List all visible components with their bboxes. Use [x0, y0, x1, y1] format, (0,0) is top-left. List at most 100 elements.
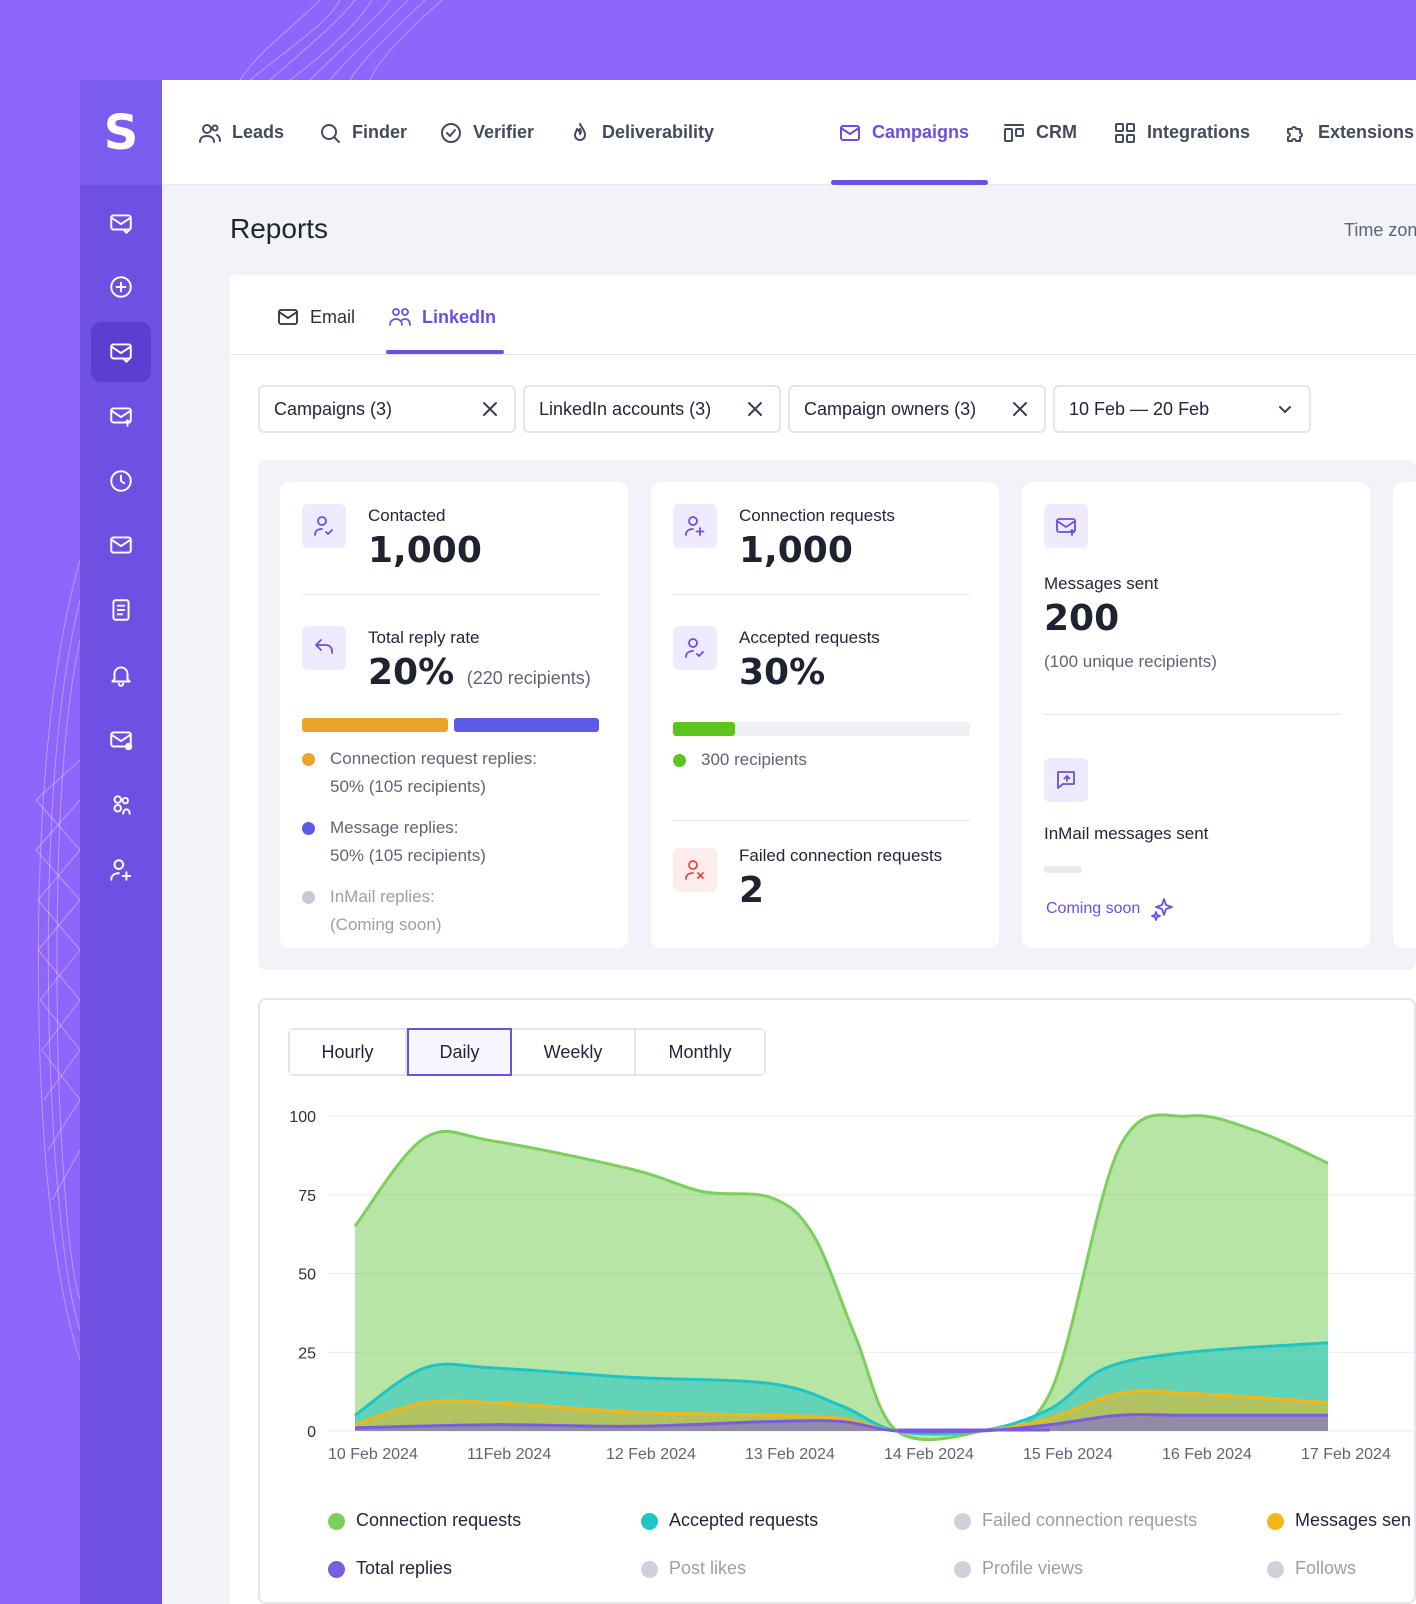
nav-active-indicator — [831, 180, 988, 185]
y-tick-label: 0 — [307, 1424, 316, 1441]
legend-dot — [302, 822, 315, 835]
legend-item-accepted-requests[interactable]: Accepted requests — [641, 1510, 819, 1531]
user-check-icon — [673, 626, 717, 670]
line-total-replies — [354, 1413, 1328, 1434]
activity-area-chart: 0 25 50 75 100 10 Feb 2024 11Feb 2024 12 Feb 20… — [289, 1109, 1416, 1463]
crm-icon — [1004, 123, 1024, 142]
reports-panel: Email LinkedIn Campaigns (3) LinkedIn ac… — [230, 275, 1416, 1604]
line-accepted-requests — [354, 1341, 1329, 1436]
campaign-owners-filter[interactable]: Campaign owners (3) — [788, 385, 1046, 433]
legend-dot — [302, 753, 315, 766]
user-check-icon — [302, 504, 346, 548]
sidebar-clock-icon[interactable] — [91, 451, 151, 511]
top-navigation: Leads Finder Verifier Deliverability Cam… — [162, 80, 1416, 185]
timezone-selector[interactable]: Time zon — [1344, 220, 1416, 240]
sidebar-mail-dot-icon[interactable] — [91, 710, 151, 770]
granularity-toggle: Hourly Daily Weekly Monthly — [288, 1028, 766, 1076]
x-tick-label: 16 Feb 2024 — [1162, 1446, 1252, 1463]
legend-dot — [641, 1513, 658, 1530]
mail-send-icon — [1044, 504, 1088, 548]
y-tick-label: 75 — [298, 1188, 316, 1205]
legend-item-connection-requests[interactable]: Connection requests — [328, 1510, 521, 1531]
legend-label: Profile views — [982, 1558, 1084, 1578]
nav-integrations[interactable]: Integrations — [1113, 80, 1250, 185]
grid-icon — [1115, 122, 1135, 143]
legend-dot — [641, 1561, 658, 1578]
nav-extensions[interactable]: Extensions — [1284, 80, 1414, 185]
granularity-monthly[interactable]: Monthly — [636, 1030, 764, 1074]
y-tick-label: 25 — [298, 1345, 316, 1362]
failed-requests-value: 2 — [739, 870, 765, 911]
legend-item-follows[interactable]: Follows — [1267, 1558, 1356, 1579]
legend-item-failed-connection-requests[interactable]: Failed connection requests — [954, 1510, 1197, 1531]
sidebar: S — [80, 80, 162, 1604]
message-replies-stat: Message replies: 50% (105 recipients) — [302, 814, 486, 870]
nav-verifier[interactable]: Verifier — [439, 80, 534, 185]
linkedin-accounts-filter[interactable]: LinkedIn accounts (3) — [523, 385, 781, 433]
sidebar-team-icon[interactable] — [91, 775, 151, 835]
contacted-value: 1,000 — [368, 530, 482, 571]
granularity-hourly[interactable]: Hourly — [290, 1030, 407, 1074]
campaigns-filter[interactable]: Campaigns (3) — [258, 385, 516, 433]
tab-linkedin[interactable]: LinkedIn — [388, 305, 496, 329]
app-window: S — [80, 80, 1416, 1604]
close-icon[interactable] — [480, 399, 500, 419]
sidebar-user-add-icon[interactable] — [91, 840, 151, 900]
tab-active-indicator — [386, 350, 504, 354]
x-tick-label: 15 Feb 2024 — [1023, 1446, 1113, 1463]
sidebar-mail-send-icon[interactable] — [91, 386, 151, 446]
legend-dot — [673, 754, 686, 767]
nav-finder[interactable]: Finder — [318, 80, 407, 185]
user-add-icon — [673, 504, 717, 548]
sidebar-mail-check-icon[interactable] — [91, 193, 151, 253]
legend-dot — [1267, 1561, 1284, 1578]
sidebar-mail-icon[interactable] — [91, 515, 151, 575]
divider — [1044, 714, 1341, 715]
x-tick-label: 13 Feb 2024 — [745, 1446, 835, 1463]
user-remove-icon — [673, 848, 717, 892]
granularity-daily[interactable]: Daily — [407, 1028, 512, 1076]
close-icon[interactable] — [1010, 399, 1030, 419]
legend-item-post-likes[interactable]: Post likes — [641, 1558, 746, 1579]
contacted-label: Contacted — [368, 506, 446, 525]
date-range-select[interactable]: 10 Feb — 20 Feb — [1053, 385, 1311, 433]
y-tick-label: 100 — [289, 1109, 316, 1126]
nav-campaigns[interactable]: Campaigns — [838, 80, 969, 185]
sidebar-plus-circle-icon[interactable] — [91, 257, 151, 317]
x-tick-label: 14 Feb 2024 — [884, 1446, 974, 1463]
nav-deliverability[interactable]: Deliverability — [568, 80, 714, 185]
legend-item-total-replies[interactable]: Total replies — [328, 1558, 453, 1579]
legend-label: Total replies — [356, 1558, 453, 1578]
stats-section: Contacted 1,000 Total reply rate 20% (22… — [258, 460, 1416, 970]
legend-item-profile-views[interactable]: Profile views — [954, 1558, 1084, 1579]
activity-chart-card: Hourly Daily Weekly Monthly 0 25 50 75 100 10… — [258, 998, 1416, 1604]
x-tick-label: 17 Feb 2024 — [1301, 1446, 1391, 1463]
y-tick-label: 50 — [298, 1267, 316, 1284]
messages-sent-card: Messages sent 200 (100 unique recipients… — [1022, 482, 1370, 948]
accepted-bar-fill — [673, 722, 736, 736]
granularity-weekly[interactable]: Weekly — [512, 1030, 636, 1074]
sidebar-document-icon[interactable] — [91, 580, 151, 640]
channel-tabs: Email LinkedIn — [230, 275, 1416, 355]
line-messages-sent — [354, 1389, 1329, 1435]
legend-dot — [328, 1561, 345, 1578]
accepted-requests-label: Accepted requests — [739, 628, 880, 647]
connection-replies-bar — [302, 718, 448, 732]
x-tick-label: 11Feb 2024 — [467, 1446, 551, 1463]
nav-crm[interactable]: CRM — [1002, 80, 1077, 185]
legend-label: Accepted requests — [669, 1510, 819, 1530]
close-icon[interactable] — [745, 399, 765, 419]
inmail-placeholder-bar — [1044, 866, 1082, 873]
sidebar-campaigns-icon[interactable] — [91, 322, 151, 382]
logo[interactable]: S — [80, 80, 162, 185]
tab-email[interactable]: Email — [276, 305, 355, 329]
messages-sent-value: 200 — [1044, 598, 1120, 639]
chevron-down-icon — [1279, 406, 1291, 414]
reply-icon — [302, 626, 346, 670]
nav-leads[interactable]: Leads — [198, 80, 284, 185]
legend-item-messages-sen[interactable]: Messages sen — [1267, 1510, 1412, 1531]
sidebar-bell-icon[interactable] — [91, 645, 151, 705]
legend-label: Messages sen — [1295, 1510, 1412, 1530]
inmail-replies-stat: InMail replies: (Coming soon) — [302, 883, 442, 939]
